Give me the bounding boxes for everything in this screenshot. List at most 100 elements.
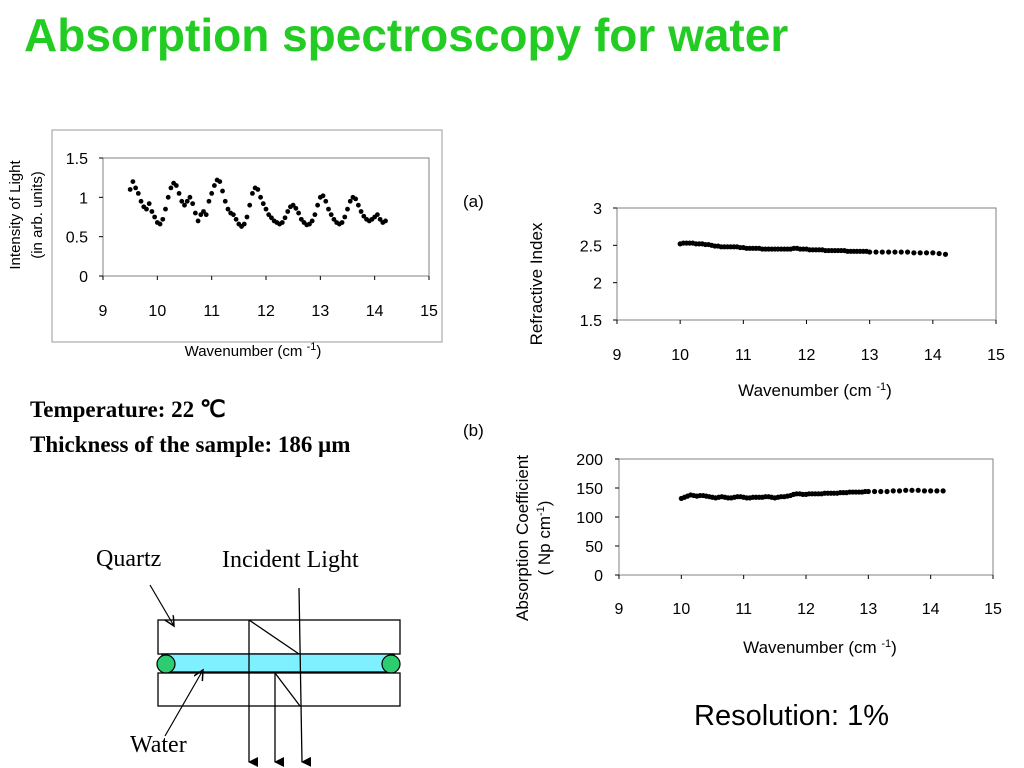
intensity-data-point [347,198,353,204]
intensity-data-point [312,212,318,218]
intensity-xtick-label: 15 [420,303,438,320]
intensity-y-axis-label: (in arb. units) [29,171,46,259]
water-pointer [164,670,203,737]
refractive-data-point [911,250,917,256]
intensity-xtick-label: 12 [257,303,275,320]
intensity-data-point [258,194,263,200]
absorption-xtick-label: 13 [859,601,877,618]
intensity-data-point [198,212,204,218]
refractive-xtick-label: 11 [735,347,752,364]
absorption-ytick-label: 100 [576,510,603,527]
incident-light-label: Incident Light [222,547,359,573]
intensity-data-point [358,209,364,214]
refractive-x-axis-label: Wavenumber (cm -1) [738,381,892,400]
intensity-ytick-label: 0 [79,269,88,286]
intensity-data-point [184,198,190,204]
absorption-xtick-label: 10 [672,601,690,618]
incident-beam [298,587,312,767]
refractive-ytick-label: 2 [593,276,602,293]
resolution-text: Resolution: 1% [694,700,890,732]
intensity-data-point [222,198,228,204]
absorption-ytick-label: 50 [585,539,603,556]
intensity-xtick-label: 11 [203,303,220,320]
intensity-xtick-label: 14 [366,303,384,320]
intensity-data-point [152,214,158,220]
intensity-data-point [260,201,266,207]
refractive-data-point [923,250,930,256]
refractive-ytick-label: 1.5 [580,313,602,330]
intensity-data-point [282,215,288,221]
intensity-data-point [146,201,152,207]
intensity-ytick-label: 1 [79,190,88,207]
intensity-data-point [296,210,301,216]
intensity-data-point [217,179,223,185]
intensity-data-point [361,213,367,219]
refractive-data-point [936,250,942,257]
intensity-data-point [315,202,321,208]
quartz-pointer [149,584,174,626]
absorption-xtick-label: 12 [797,601,815,618]
absorption-data-point [940,488,946,494]
absorption-data-point [871,488,878,495]
refractive-data-point [892,249,898,255]
intensity-data-point [290,202,296,208]
left-seal [156,654,176,674]
intensity-data-point [176,191,182,196]
absorption-y-axis-label: Absorption Coefficient [513,455,532,621]
intensity-data-point [135,191,141,196]
intensity-ytick-label: 1.5 [66,151,88,168]
intensity-data-point [190,201,196,207]
intensity-data-point [165,194,171,200]
absorption-data-point [928,488,934,494]
absorption-data-point [896,488,903,494]
absorption-ytick-label: 200 [576,452,603,469]
refractive-plot-area [616,207,997,321]
intensity-data-point [374,212,380,218]
intensity-data-point [179,198,185,204]
intensity-data-point [285,209,291,214]
intensity-data-point [279,220,285,225]
thickness-text: Thickness of the sample: 186 μm [30,432,351,457]
absorption-data-point [903,487,909,493]
refractive-data-point [898,249,904,255]
refractive-ytick-label: 2.5 [580,238,602,255]
quartz-top-plate [157,619,401,655]
intensity-data-point [233,216,239,222]
intensity-xtick-label: 9 [99,303,108,320]
temperature-text: Temperature: 22 ℃ [30,397,226,422]
absorption-xtick-label: 11 [735,601,752,618]
intensity-data-point [298,216,304,222]
refractive-data-point [942,251,949,257]
absorption-ytick-label: 150 [576,481,603,498]
intensity-xtick-label: 13 [311,303,329,320]
intensity-data-point [220,188,225,194]
intensity-data-point [130,179,136,185]
absorption-data-point [915,487,921,493]
intensity-data-point [163,206,168,212]
intensity-x-axis-label: Wavenumber (cm -1) [185,341,322,360]
refractive-data-point [879,249,885,255]
absorption-data-point [878,488,884,495]
refractive-data-point [886,249,892,255]
intensity-data-point [263,206,269,212]
intensity-data-point [309,218,315,224]
intensity-data-point [383,218,388,224]
diagonal-path-top [248,619,300,655]
refractive-data-point [873,249,879,255]
sample-parameters: Temperature: 22 ℃ Thickness of the sampl… [30,392,350,462]
water-label: Water [130,732,187,758]
absorption-ytick-label: 0 [594,568,603,585]
refractive-panel-tag: (a) [463,192,484,211]
absorption-xtick-label: 14 [922,601,940,618]
slide-title: Absorption spectroscopy for water [24,9,789,61]
intensity-data-point [320,193,326,199]
absorption-data-point [921,488,928,494]
refractive-y-axis-label: Refractive Index [527,222,546,345]
refractive-data-point [930,250,936,256]
water-layer [161,653,395,673]
intensity-data-point [211,183,217,188]
refractive-xtick-label: 10 [671,347,689,364]
intensity-data-point [209,191,215,196]
